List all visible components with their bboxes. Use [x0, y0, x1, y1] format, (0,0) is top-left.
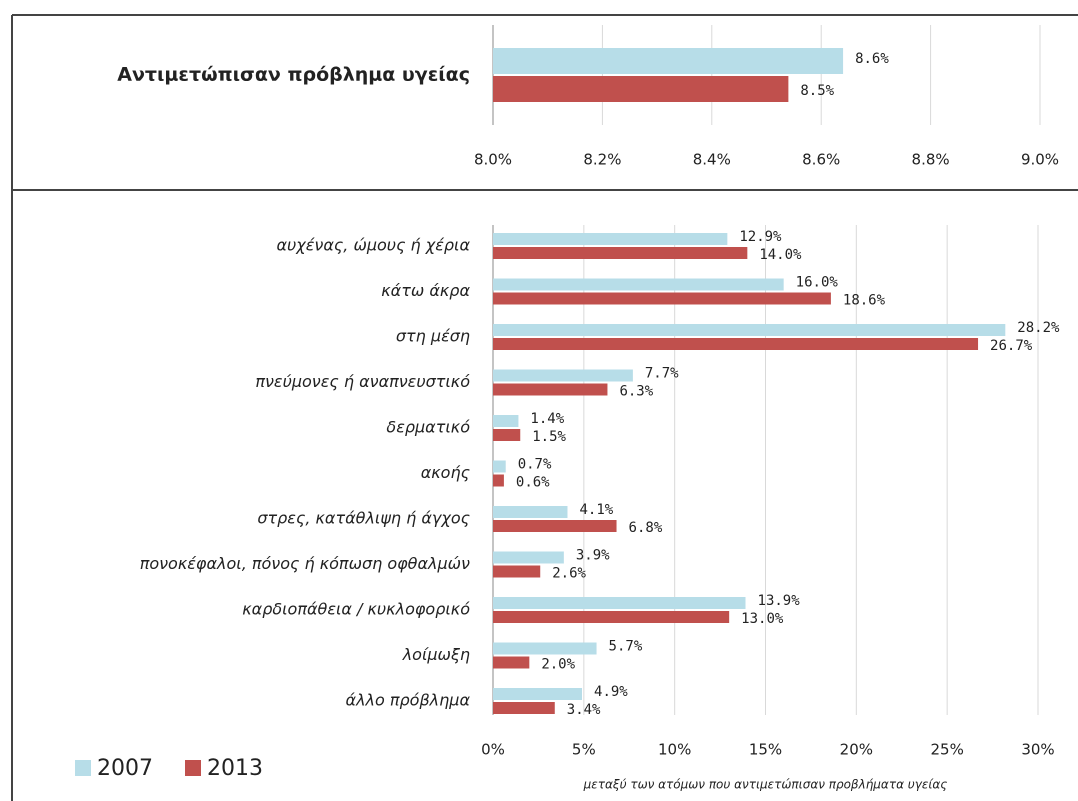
bar: [493, 702, 555, 714]
x-tick-label: 8.2%: [583, 151, 621, 169]
bar: [493, 429, 521, 441]
bar: [493, 551, 564, 564]
data-label: 2.0%: [541, 657, 575, 673]
x-tick-label: 8.8%: [912, 151, 950, 169]
data-label: 1.4%: [530, 411, 564, 427]
data-label: 2.6%: [552, 566, 586, 582]
data-label: 13.0%: [741, 611, 784, 627]
legend-swatch: [185, 760, 201, 776]
bar: [493, 688, 583, 700]
bar: [493, 247, 748, 259]
category-label: πνεύμονες ή αναπνευστικό: [255, 372, 470, 391]
bar: [493, 520, 617, 532]
bar: [493, 611, 730, 623]
category-label: δερματικό: [386, 418, 470, 437]
data-label: 4.1%: [579, 502, 613, 518]
data-label: 8.6%: [855, 51, 889, 67]
x-tick-label: 20%: [840, 741, 873, 759]
bar: [493, 642, 597, 655]
category-label: στη μέση: [396, 327, 470, 346]
x-tick-label: 15%: [749, 741, 782, 759]
x-tick-label: 9.0%: [1021, 151, 1059, 169]
bar: [493, 76, 789, 102]
data-label: 6.3%: [619, 384, 653, 400]
x-axis-label: μεταξύ των ατόμων που αντιμετώπισαν προβ…: [583, 778, 948, 792]
legend-label: 2007: [97, 756, 153, 781]
data-label: 3.9%: [576, 548, 610, 564]
x-tick-label: 30%: [1021, 741, 1054, 759]
data-label: 12.9%: [739, 229, 782, 245]
bar: [493, 369, 633, 382]
category-label: Αντιμετώπισαν πρόβλημα υγείας: [117, 64, 470, 86]
data-label: 3.4%: [567, 702, 601, 718]
data-label: 8.5%: [800, 83, 834, 99]
data-label: 0.7%: [518, 457, 552, 473]
bar: [493, 656, 530, 669]
data-label: 1.5%: [532, 429, 566, 445]
category-label: άλλο πρόβλημα: [346, 691, 471, 710]
data-label: 5.7%: [609, 639, 643, 655]
data-label: 28.2%: [1017, 320, 1060, 336]
category-label: πονοκέφαλοι, πόνος ή κόπωση οφθαλμών: [140, 554, 470, 573]
bar: [493, 383, 608, 396]
category-label: καρδιοπάθεια / κυκλοφορικό: [242, 600, 470, 619]
data-label: 4.9%: [594, 684, 628, 700]
bar: [493, 506, 568, 518]
category-label: κάτω άκρα: [381, 281, 470, 300]
x-tick-label: 8.4%: [693, 151, 731, 169]
category-label: αυχένας, ώμους ή χέρια: [276, 236, 470, 255]
data-label: 13.9%: [758, 593, 801, 609]
data-label: 14.0%: [759, 247, 802, 263]
x-tick-label: 0%: [481, 741, 505, 759]
x-tick-label: 8.0%: [474, 151, 512, 169]
x-tick-label: 8.6%: [802, 151, 840, 169]
bar: [493, 292, 831, 305]
legend-label: 2013: [207, 756, 263, 781]
data-label: 26.7%: [990, 338, 1033, 354]
bar: [493, 278, 784, 291]
data-label: 16.0%: [796, 275, 839, 291]
x-tick-label: 5%: [572, 741, 596, 759]
data-label: 6.8%: [629, 520, 663, 536]
bar: [493, 233, 728, 245]
category-label: λοίμωξη: [402, 645, 470, 664]
bar: [493, 338, 979, 350]
category-label: στρες, κατάθλιψη ή άγχος: [257, 509, 470, 528]
legend-swatch: [75, 760, 91, 776]
bar: [493, 597, 746, 609]
bar: [493, 48, 844, 74]
x-tick-label: 10%: [658, 741, 691, 759]
bar: [493, 565, 541, 578]
bar: [493, 460, 506, 473]
bar: [493, 324, 1006, 336]
x-tick-label: 25%: [930, 741, 963, 759]
category-label: ακοής: [421, 463, 470, 482]
data-label: 7.7%: [645, 366, 679, 382]
bar: [493, 415, 519, 427]
bar: [493, 474, 504, 487]
data-label: 0.6%: [516, 475, 550, 491]
data-label: 18.6%: [843, 293, 886, 309]
